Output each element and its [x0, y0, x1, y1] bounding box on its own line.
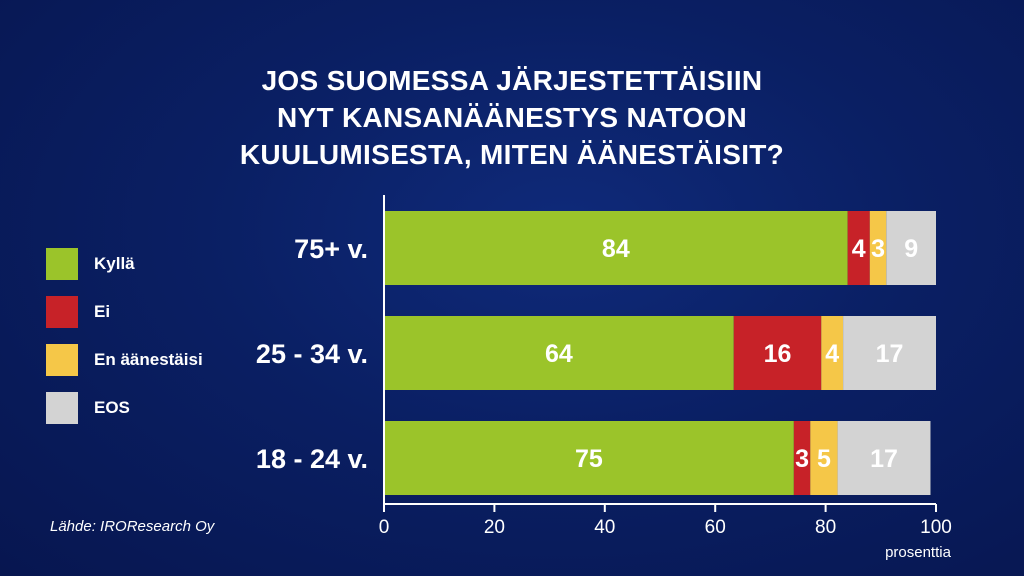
data-label-2-2: 5 [817, 445, 831, 473]
x-tick-label-1: 20 [484, 517, 505, 538]
legend-item-eos: EOS [46, 392, 246, 424]
bar-segment-1-1 [733, 316, 822, 390]
category-label-0: 75+ v. [294, 234, 368, 264]
x-tick-label-5: 100 [920, 517, 952, 538]
legend-item-ei: Ei [46, 296, 246, 328]
source-note: Lähde: IROResearch Oy [50, 518, 215, 535]
bar-segment-0-1 [847, 211, 870, 285]
x-tick-label-2: 40 [594, 517, 615, 538]
data-label-1-0: 64 [545, 340, 573, 368]
x-tick-label-0: 0 [379, 517, 390, 538]
data-label-0-1: 4 [852, 235, 866, 263]
legend-label-eos: EOS [94, 398, 130, 417]
category-label-1: 25 - 34 v. [256, 339, 368, 369]
data-label-1-1: 16 [764, 340, 792, 368]
chart-title-line-2: NYT KANSANÄÄNESTYS NATOON [276, 102, 748, 133]
legend-swatch-kylla [46, 248, 78, 280]
x-axis-label: prosenttia [885, 544, 952, 561]
bar-segment-0-3 [886, 211, 936, 285]
bar-segment-1-0 [384, 316, 734, 390]
data-label-1-2: 4 [825, 340, 839, 368]
chart-title-line-3: KUULUMISESTA, MITEN ÄÄNESTÄISIT? [239, 139, 785, 170]
bar-segment-2-0 [384, 421, 794, 495]
bar-segment-2-1 [793, 421, 811, 495]
chart-title: JOS SUOMESSA JÄRJESTETTÄISIIN NYT KANSAN… [0, 62, 1024, 173]
legend-swatch-en-aanestaisi [46, 344, 78, 376]
data-label-1-3: 17 [876, 340, 904, 368]
bar-segment-2-2 [810, 421, 838, 495]
bar-segment-0-0 [384, 211, 848, 285]
data-label-2-1: 3 [795, 445, 809, 473]
data-label-0-2: 3 [871, 235, 885, 263]
x-tick-label-4: 80 [815, 517, 836, 538]
x-tick-label-3: 60 [705, 517, 726, 538]
legend-swatch-ei [46, 296, 78, 328]
data-label-2-3: 17 [870, 445, 898, 473]
legend-label-kylla: Kyllä [94, 254, 135, 273]
legend-label-ei: Ei [94, 302, 111, 321]
legend-item-kylla: Kyllä [46, 248, 246, 280]
data-label-0-0: 84 [602, 235, 630, 263]
category-label-2: 18 - 24 v. [256, 444, 368, 474]
data-label-0-3: 9 [904, 235, 918, 263]
legend-item-en-aanestaisi: En äänestäisi [46, 344, 246, 376]
bar-segment-1-2 [821, 316, 844, 390]
legend-swatch-eos [46, 392, 78, 424]
bar-segment-1-3 [843, 316, 936, 390]
chart-title-line-1: JOS SUOMESSA JÄRJESTETTÄISIIN [261, 65, 763, 96]
bar-segment-0-2 [869, 211, 887, 285]
legend-label-en-aanestaisi: En äänestäisi [94, 350, 203, 369]
bar-segment-2-3 [837, 421, 931, 495]
data-label-2-0: 75 [575, 445, 603, 473]
